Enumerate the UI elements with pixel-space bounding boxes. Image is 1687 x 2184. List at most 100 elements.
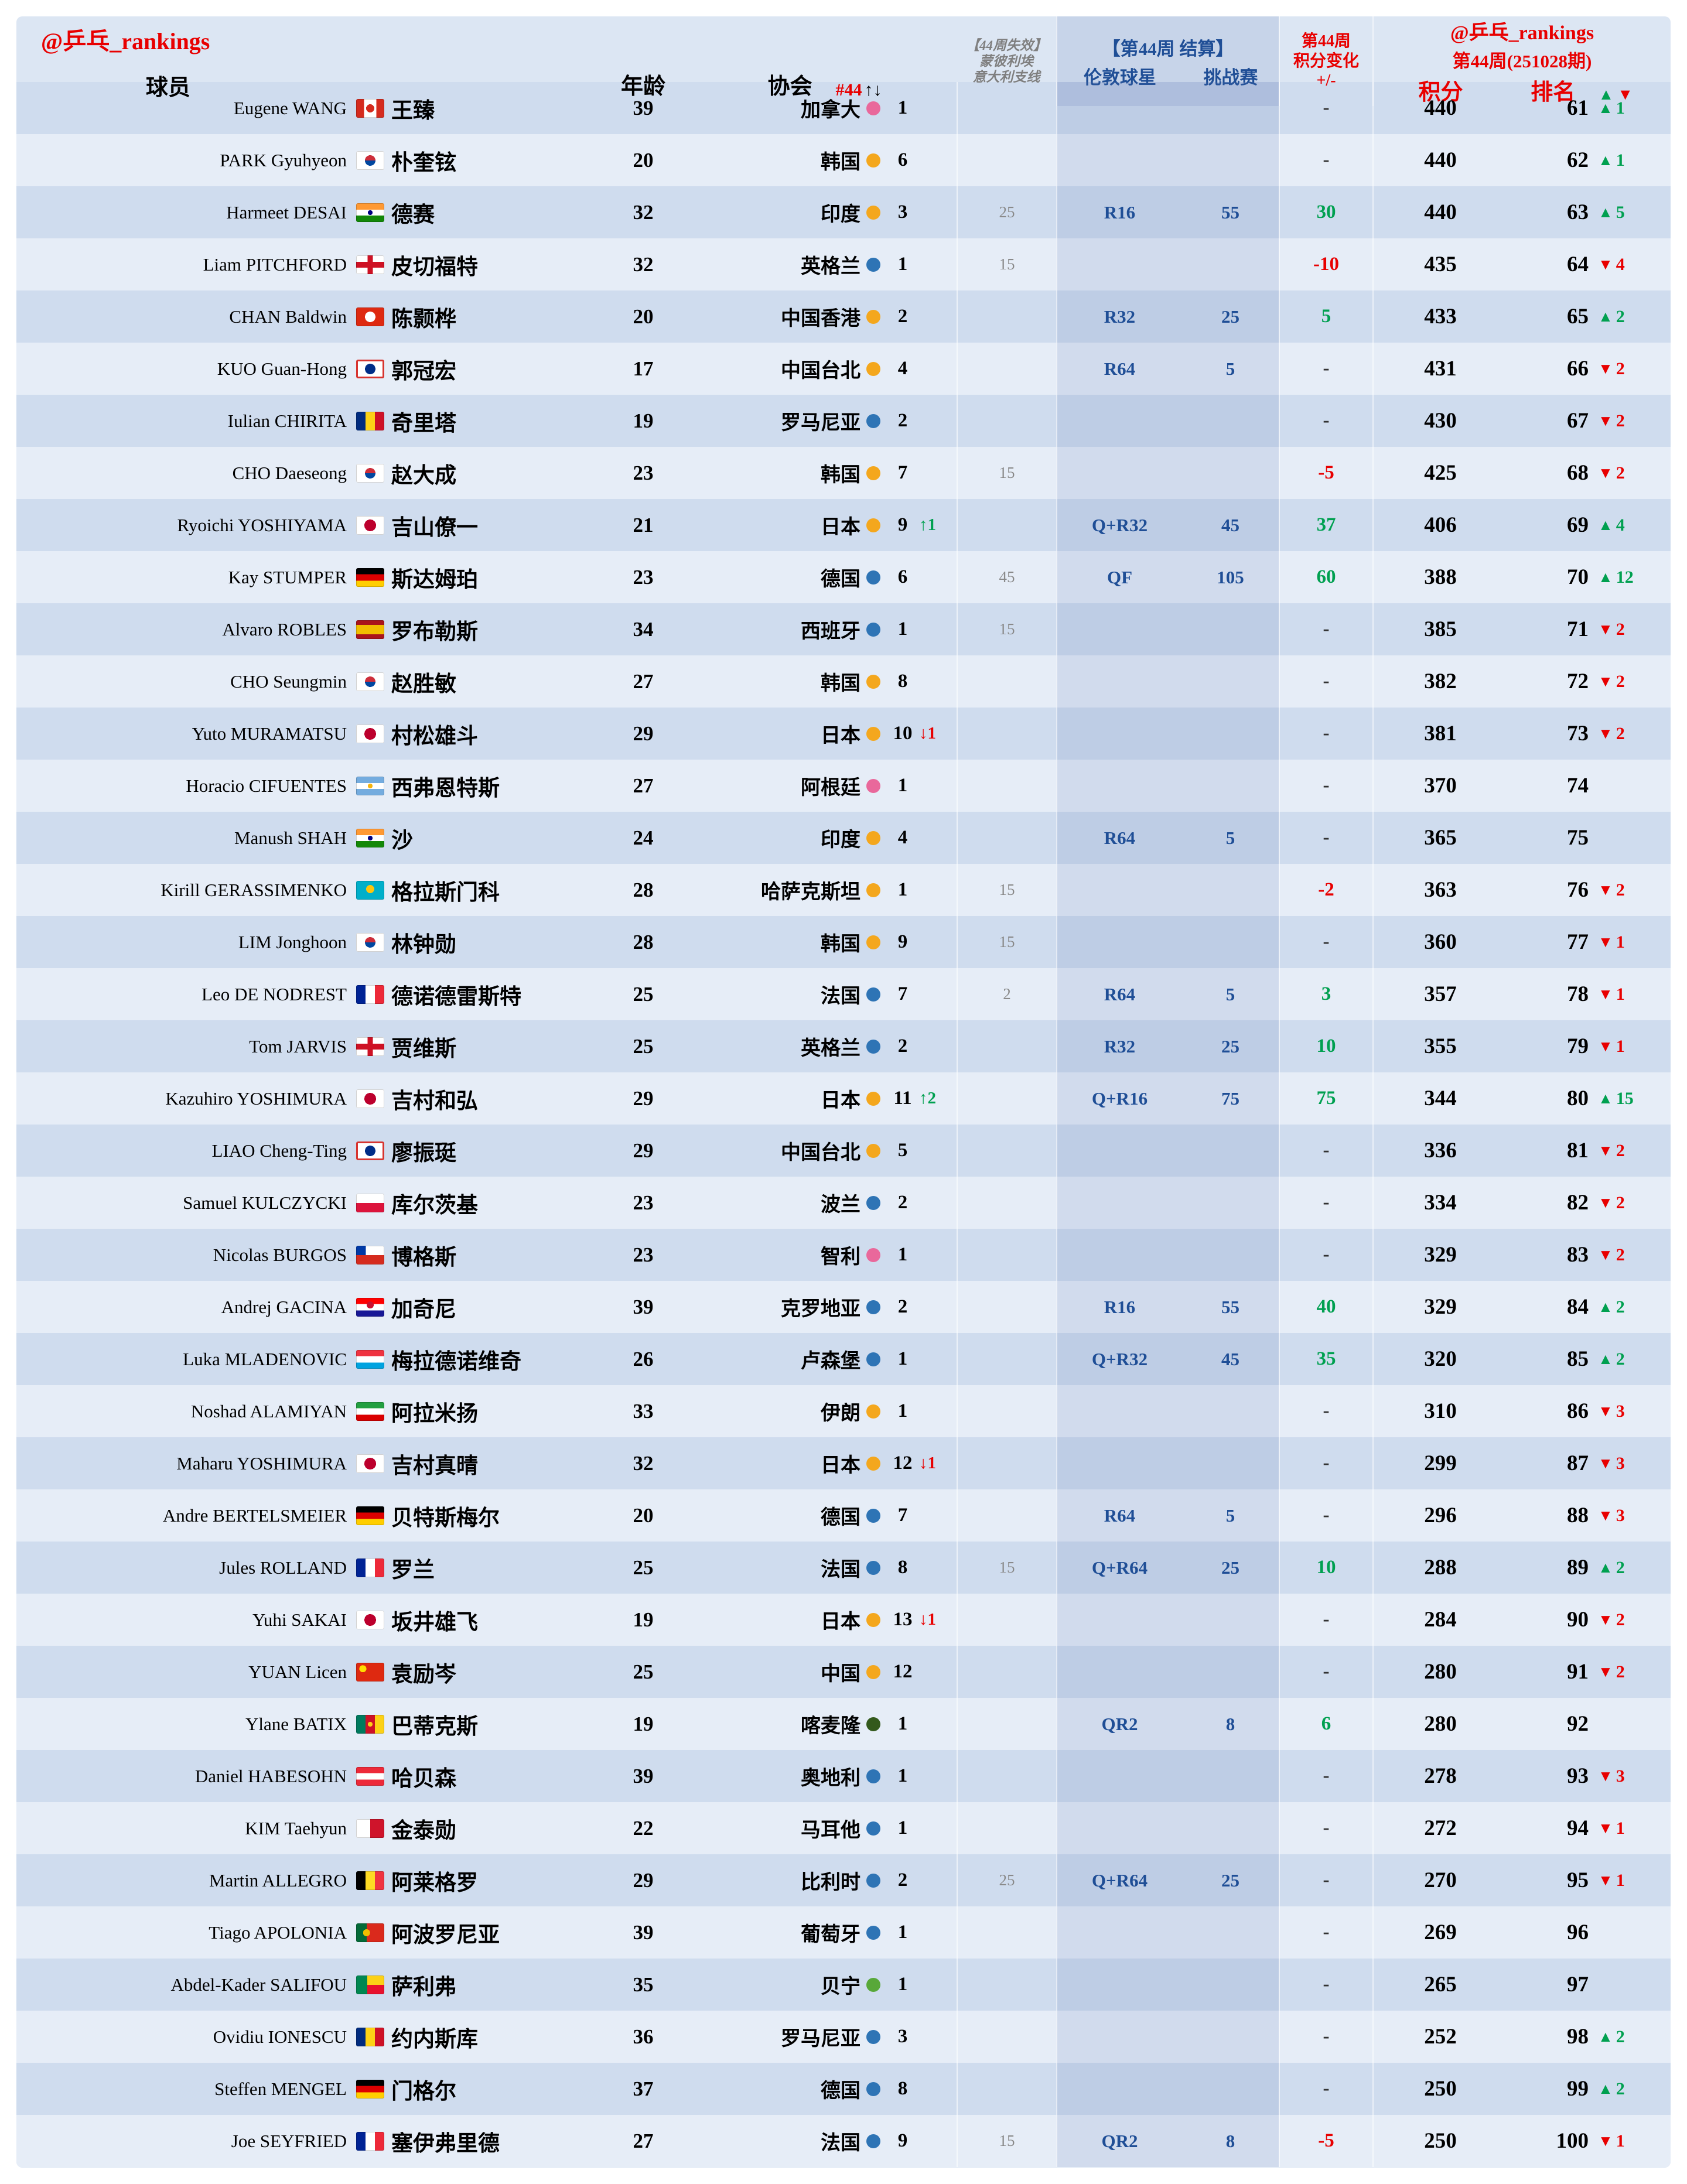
rank-change-value: 1 bbox=[1616, 150, 1625, 170]
player-name-cn: 塞伊弗里德 bbox=[391, 2131, 500, 2156]
expiring-points-cell bbox=[957, 2063, 1056, 2115]
table-row: Liam PITCHFORD 皮切福特 32 英格兰 1 15 -10 435 … bbox=[16, 238, 1671, 290]
rank-cell: 90 bbox=[1567, 1608, 1589, 1632]
association-cell: 智利 1 bbox=[693, 1229, 957, 1281]
week-44-label: #44 bbox=[835, 80, 862, 100]
points-change-cell: - bbox=[1279, 395, 1372, 447]
age-cell: 25 bbox=[633, 1034, 654, 1058]
rank-change bbox=[1598, 760, 1671, 812]
table-row: CHO Seungmin 赵胜敏 27 韩国 8 - 382 72 ▼ 2 bbox=[16, 655, 1671, 708]
player-name-cn: 王臻 bbox=[391, 98, 435, 123]
player-cell: Liam PITCHFORD 皮切福特 bbox=[16, 238, 593, 290]
country-flag-icon bbox=[356, 1297, 384, 1317]
player-name-cn: 阿莱格罗 bbox=[391, 1871, 478, 1895]
player-cell: Horacio CIFUENTES 西弗恩特斯 bbox=[16, 760, 593, 812]
rank-change: ▼ 2 bbox=[1598, 603, 1671, 655]
continent-dot-icon bbox=[866, 413, 880, 428]
rank-change-triangle-icon: ▲ bbox=[1598, 1089, 1613, 1107]
event-round-cell bbox=[1056, 134, 1182, 186]
event-round-cell: Q+R16 bbox=[1056, 1072, 1182, 1125]
association-name: 德国 bbox=[821, 2080, 860, 2102]
continent-dot-icon bbox=[866, 518, 880, 532]
association-name: 法国 bbox=[821, 1559, 860, 1581]
age-cell: 21 bbox=[633, 513, 654, 536]
continent-dot-icon bbox=[866, 1612, 880, 1627]
country-flag-icon bbox=[356, 1766, 384, 1786]
player-cell: Eugene WANG 王臻 bbox=[16, 82, 593, 134]
event-points-cell: 25 bbox=[1182, 1020, 1279, 1072]
association-name: 韩国 bbox=[821, 673, 860, 695]
association-cell: 法国 8 bbox=[693, 1542, 957, 1594]
rank-change-value: 4 bbox=[1616, 515, 1625, 535]
association-rank: 1 bbox=[897, 97, 908, 118]
rank-change-triangle-icon: ▼ bbox=[1598, 1246, 1613, 1263]
association-name: 中国香港 bbox=[781, 308, 860, 330]
rank-cell: 94 bbox=[1567, 1816, 1589, 1840]
event-points-cell bbox=[1182, 864, 1279, 916]
rank-cell: 68 bbox=[1567, 461, 1589, 485]
expiring-points-cell: 15 bbox=[957, 2115, 1056, 2167]
rank-cell: 67 bbox=[1567, 409, 1589, 433]
country-flag-icon bbox=[356, 1141, 384, 1160]
event-round-cell bbox=[1056, 603, 1182, 655]
rank-change: ▼ 2 bbox=[1598, 1177, 1671, 1229]
rank-change-triangle-icon: ▼ bbox=[1598, 2132, 1613, 2149]
rank-change-triangle-icon: ▼ bbox=[1598, 881, 1613, 898]
rank-cell: 83 bbox=[1567, 1243, 1589, 1267]
country-flag-icon bbox=[356, 2027, 384, 2046]
player-cell: Iulian CHIRITA 奇里塔 bbox=[16, 395, 593, 447]
association-rank: 2 bbox=[897, 1869, 908, 1891]
country-flag-icon bbox=[356, 1402, 384, 1421]
event-round-cell bbox=[1056, 2063, 1182, 2115]
age-cell: 36 bbox=[633, 2025, 654, 2048]
expire-line-2: 蒙彼利埃 bbox=[979, 53, 1033, 69]
association-name: 韩国 bbox=[821, 152, 860, 173]
event-points-cell: 25 bbox=[1182, 290, 1279, 343]
total-points-cell: 440 bbox=[1372, 82, 1507, 134]
association-name: 韩国 bbox=[821, 464, 860, 486]
rank-cell: 97 bbox=[1567, 1973, 1589, 1997]
rank-change-value: 2 bbox=[1616, 671, 1625, 691]
player-cell: Joe SEYFRIED 塞伊弗里德 bbox=[16, 2115, 593, 2167]
event-round-cell: R32 bbox=[1056, 290, 1182, 343]
event-sub-round: 伦敦球星 bbox=[1083, 67, 1156, 88]
continent-dot-icon bbox=[866, 2082, 880, 2096]
total-points-cell: 382 bbox=[1372, 655, 1507, 708]
association-cell: 马耳他 1 bbox=[693, 1802, 957, 1854]
association-cell: 日本 12 ↓1 bbox=[693, 1437, 957, 1489]
rank-change-value: 2 bbox=[1616, 1609, 1625, 1629]
age-cell: 27 bbox=[633, 774, 654, 797]
rank-cell: 96 bbox=[1567, 1920, 1589, 1944]
player-name-cn: 林钟勋 bbox=[391, 932, 456, 957]
country-flag-icon bbox=[356, 463, 384, 483]
player-cell: Yuto MURAMATSU 村松雄斗 bbox=[16, 708, 593, 760]
rank-change-value: 3 bbox=[1616, 1401, 1625, 1421]
age-cell: 22 bbox=[633, 1816, 654, 1840]
total-points-cell: 406 bbox=[1372, 499, 1507, 551]
player-name-cn: 梅拉德诺维奇 bbox=[391, 1349, 521, 1374]
association-rank: 1 bbox=[897, 1400, 908, 1421]
association-rank-change: ↓1 bbox=[919, 1610, 936, 1629]
table-row: Leo DE NODREST 德诺德雷斯特 25 法国 7 2 R64 5 3 … bbox=[16, 968, 1671, 1020]
table-row: Abdel-Kader SALIFOU 萨利弗 35 贝宁 1 - 265 97 bbox=[16, 1959, 1671, 2011]
country-flag-icon bbox=[356, 307, 384, 326]
player-name-en: Ryoichi YOSHIYAMA bbox=[177, 514, 347, 535]
total-points-cell: 357 bbox=[1372, 968, 1507, 1020]
event-sub-points: 挑战赛 bbox=[1203, 67, 1258, 88]
player-name-en: Abdel-Kader SALIFOU bbox=[170, 1974, 347, 1995]
expiring-points-cell bbox=[957, 1229, 1056, 1281]
points-change-cell: - bbox=[1279, 343, 1372, 395]
event-points-cell bbox=[1182, 1594, 1279, 1646]
rank-change-value: 1 bbox=[1616, 2131, 1625, 2151]
event-round-cell bbox=[1056, 447, 1182, 499]
points-change-cell: - bbox=[1279, 1750, 1372, 1802]
expiring-points-cell bbox=[957, 290, 1056, 343]
age-cell: 25 bbox=[633, 982, 654, 1006]
age-cell: 25 bbox=[633, 1556, 654, 1579]
points-change-cell: - bbox=[1279, 134, 1372, 186]
points-change-cell: 30 bbox=[1279, 186, 1372, 238]
continent-dot-icon bbox=[866, 1352, 880, 1366]
points-change-cell: - bbox=[1279, 603, 1372, 655]
rank-cell: 78 bbox=[1567, 982, 1589, 1006]
country-flag-icon bbox=[356, 2079, 384, 2098]
